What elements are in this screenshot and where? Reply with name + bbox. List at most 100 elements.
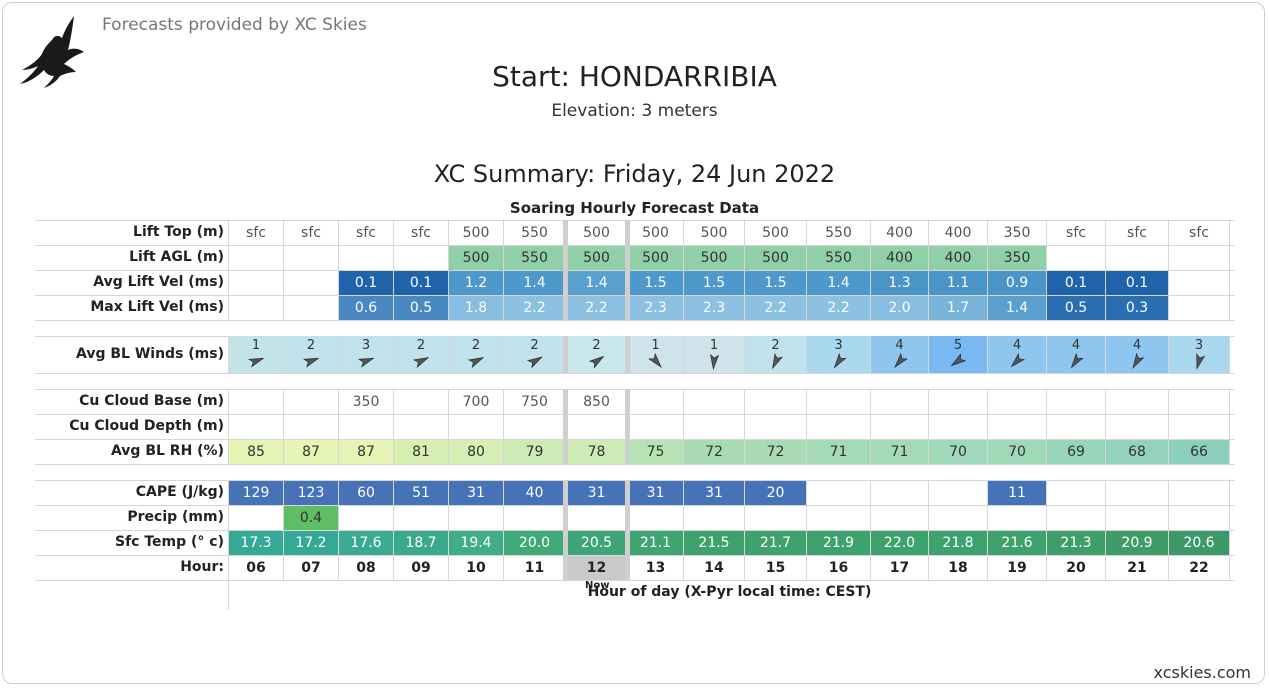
hour-cell: 08 [356,560,376,576]
cu_base-cell [229,390,283,414]
wind-speed: 1 [709,338,719,353]
grid-vline [987,336,988,373]
lift_agl-cell: 550 [504,246,565,270]
grid-vline [503,389,504,464]
cu_base-cell: 750 [521,394,548,410]
row-label-sfc_temp: Sfc Temp (° c) [115,534,224,550]
avg_lift-cell: 1.5 [628,271,683,295]
cu_base-cell [1106,390,1168,414]
cape-cell: 31 [566,481,627,505]
rh-cell: 69 [1047,440,1105,464]
grid-vline [503,336,504,373]
precip-cell [1106,506,1168,530]
cape-cell [871,481,928,505]
grid-hline [35,555,1235,556]
wind-cell: 4 [871,336,928,373]
precip-cell [1047,506,1105,530]
lift_top-cell: sfc [246,225,266,241]
row-label-cu_base: Cu Cloud Base (m) [79,393,224,409]
lift_agl-cell [394,246,448,270]
grid-vline [338,389,339,464]
lift_top-cell: sfc [356,225,376,241]
cu_base-cell [394,390,448,414]
grid-vline [987,220,988,320]
wind-arrow-icon [950,353,967,367]
grid-hline [35,320,1235,321]
grid-vline [228,480,229,580]
wind-speed: 4 [895,338,904,353]
cu_base-cell [745,390,806,414]
sfc_temp-cell: 20.0 [504,531,565,555]
row-label-rh: Avg BL RH (%) [110,443,224,459]
wind-arrow-icon [358,357,375,368]
cu_base-cell [1047,390,1105,414]
rh-cell: 81 [394,440,448,464]
cu_base-cell [1169,390,1229,414]
wind-speed: 4 [1132,338,1142,353]
wind-arrow-icon [647,352,662,368]
provider-text: Forecasts provided by XC Skies [102,15,367,35]
cu_depth-cell [566,415,627,439]
max_lift-cell: 2.3 [628,296,683,320]
rh-cell: 85 [229,440,283,464]
lift_agl-cell [1169,246,1229,270]
grid-vline [1168,480,1169,580]
cape-cell: 51 [394,481,448,505]
cape-cell: 31 [628,481,683,505]
elevation-text: Elevation: 3 meters [551,101,718,121]
grid-vline [448,480,449,580]
cu_depth-cell [628,415,683,439]
cape-cell: 123 [284,481,338,505]
grid-vline [806,336,807,373]
sfc_temp-cell: 21.3 [1047,531,1105,555]
lift_agl-cell: 550 [807,246,870,270]
wind-speed: 2 [771,338,780,353]
hour-cell: 22 [1189,560,1209,576]
grid-hline [35,505,1235,506]
lift_agl-cell [1106,246,1168,270]
footer-brand-link[interactable]: xcskies.com [1153,663,1251,682]
avg_lift-cell [284,271,338,295]
wind-arrow-icon [833,352,847,369]
cape-cell: 11 [988,481,1046,505]
wind-arrow-icon [526,356,543,369]
wind-cell: 1 [628,336,683,373]
grid-vline [338,220,339,320]
wind-cell: 2 [504,336,565,373]
cape-cell: 20 [745,481,806,505]
wind-speed: 2 [530,338,539,353]
lift_agl-cell [229,246,283,270]
cape-cell [1169,481,1229,505]
precip-cell [745,506,806,530]
avg_lift-cell: 1.5 [684,271,744,295]
wind-arrow-icon [1196,353,1206,370]
cu_depth-cell [871,415,928,439]
eagle-logo-icon [20,16,84,88]
rh-cell: 71 [871,440,928,464]
wind-arrow-icon [248,357,265,368]
now-column-border [563,480,568,580]
grid-vline [1105,336,1106,373]
sfc_temp-cell: 20.6 [1169,531,1229,555]
wind-cell: 2 [284,336,338,373]
lift_top-cell: sfc [301,225,321,241]
grid-hline [35,389,1235,390]
sfc_temp-cell: 17.6 [339,531,393,555]
lift_top-cell: 400 [944,225,972,241]
grid-hline [35,480,1235,481]
grid-vline [503,480,504,580]
row-label-cape: CAPE (J/kg) [135,484,224,500]
cu_base-cell [807,390,870,414]
grid-vline [1229,480,1230,580]
rh-cell: 80 [449,440,503,464]
grid-vline [1168,336,1169,373]
sfc_temp-cell: 19.4 [449,531,503,555]
grid-vline [393,480,394,580]
grid-vline [1229,389,1230,464]
wind-arrow-icon [893,352,908,368]
max_lift-cell: 2.3 [684,296,744,320]
grid-vline [870,220,871,320]
now-column-border [625,389,630,464]
precip-cell [339,506,393,530]
lift_agl-cell: 500 [566,246,627,270]
